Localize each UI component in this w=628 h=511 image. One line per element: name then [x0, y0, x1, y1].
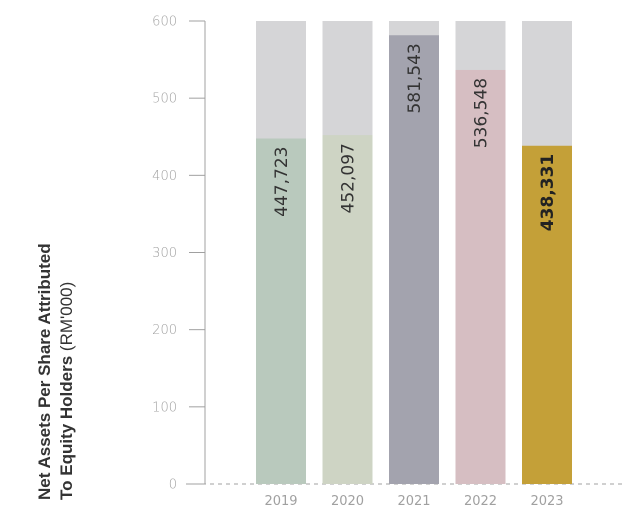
y-axis: 0 100 200 300 400 500 600	[152, 15, 624, 493]
bar	[389, 35, 439, 485]
x-tick-label: 2021	[397, 494, 430, 509]
bar-value-label: 447,723	[272, 147, 292, 217]
bar-value-label: 581,543	[405, 43, 425, 113]
y-axis-title-line2: To Equity Holders	[57, 355, 76, 500]
y-tick-label: 500	[152, 92, 177, 107]
y-tick-label: 400	[152, 169, 177, 184]
bar	[455, 69, 506, 484]
bar	[322, 135, 373, 484]
y-tick-label: 600	[152, 15, 177, 30]
y-tick-label: 100	[152, 400, 177, 415]
x-tick-label: 2023	[530, 494, 563, 509]
bar	[522, 145, 572, 484]
bars	[256, 21, 572, 485]
y-axis-title-line1: Net Assets Per Share Attributed	[35, 243, 54, 500]
bar	[256, 138, 306, 484]
x-tick-label: 2020	[331, 494, 364, 509]
x-tick-label: 2022	[464, 494, 497, 509]
x-tick-label: 2019	[264, 494, 297, 509]
y-axis-title: Net Assets Per Share Attributed To Equit…	[30, 0, 90, 511]
y-tick-label: 200	[152, 323, 177, 338]
y-tick-label: 0	[169, 478, 177, 493]
labels: 447,723 2019 452,097 2020 581,543 2021 536,548…	[264, 43, 563, 509]
bar-value-label: 438,331	[538, 154, 558, 231]
y-axis-unit: (RM'000)	[57, 281, 76, 356]
bar-value-label: 536,548	[472, 78, 492, 148]
bar-value-label: 452,097	[339, 143, 359, 213]
y-tick-label: 300	[152, 246, 177, 261]
